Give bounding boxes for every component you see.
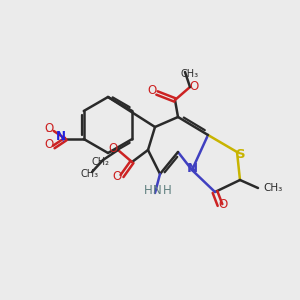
Text: ⁻: ⁻ xyxy=(46,128,52,142)
Text: CH₃: CH₃ xyxy=(181,69,199,79)
Text: CH₂: CH₂ xyxy=(92,157,110,167)
Text: N: N xyxy=(186,161,198,175)
Text: O: O xyxy=(147,85,157,98)
Text: O: O xyxy=(44,122,53,136)
Text: O: O xyxy=(189,80,199,94)
Text: N: N xyxy=(56,130,66,143)
Text: N: N xyxy=(153,184,161,197)
Text: CH₃: CH₃ xyxy=(263,183,282,193)
Text: H: H xyxy=(144,184,153,197)
Text: O: O xyxy=(108,142,118,155)
Text: +: + xyxy=(60,136,66,145)
Text: O: O xyxy=(44,139,53,152)
Text: H: H xyxy=(163,184,172,197)
Text: O: O xyxy=(112,169,122,182)
Text: CH₃: CH₃ xyxy=(81,169,99,179)
Text: O: O xyxy=(218,199,228,212)
Text: S: S xyxy=(236,148,246,161)
